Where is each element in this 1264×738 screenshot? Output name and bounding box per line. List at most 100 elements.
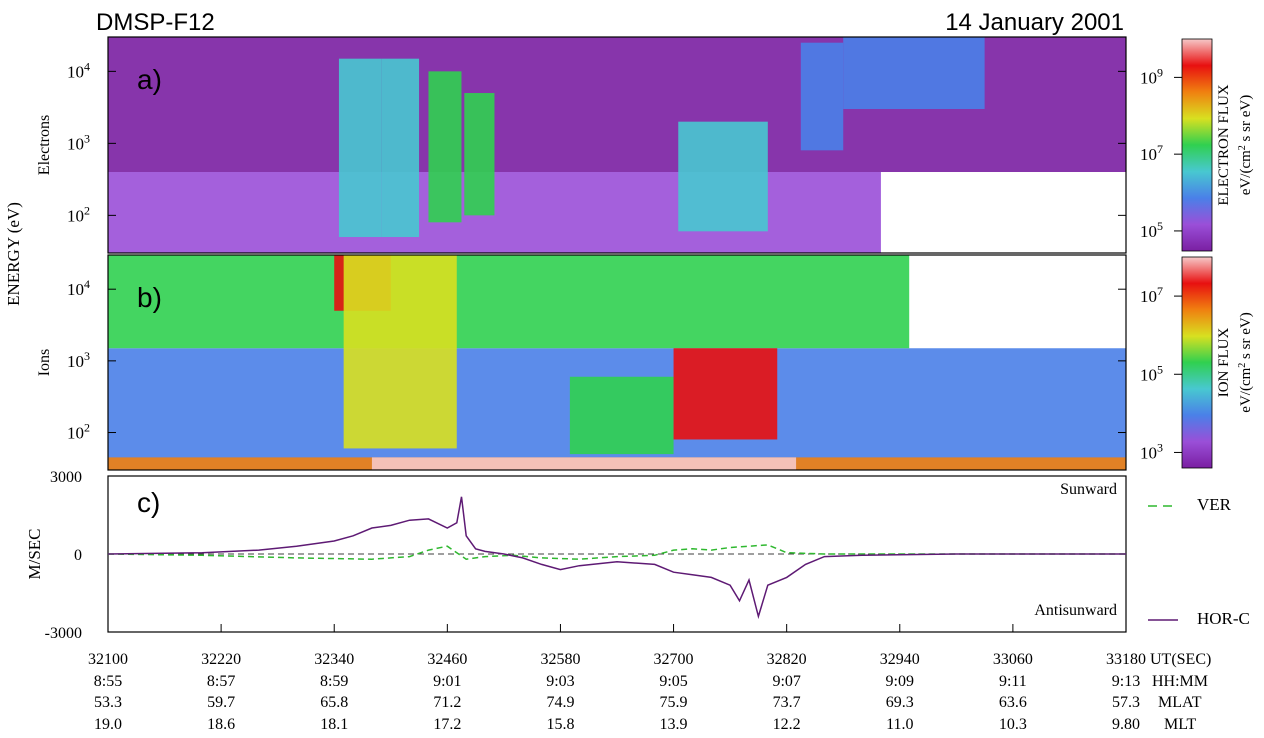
- x-tick-label-mlat: 59.7: [207, 694, 235, 711]
- x-tick-label-mlt: 15.8: [546, 716, 574, 733]
- x-tick-label-mlat: 71.2: [433, 694, 461, 711]
- y-tick-label: 104: [67, 277, 90, 299]
- x-tick-label-mlat: 69.3: [886, 694, 914, 711]
- axis-row-name: MLT: [1164, 716, 1197, 733]
- flux-region: [673, 348, 778, 440]
- x-tick-label-mlat: 73.7: [773, 694, 801, 711]
- flux-region: [381, 58, 420, 238]
- x-tick-label-hhmm: 9:13: [1112, 673, 1140, 690]
- x-tick-label-mlt: 12.2: [773, 716, 801, 733]
- colorbar-tick-label: 105: [1140, 219, 1163, 241]
- x-tick-label-mlat: 53.3: [94, 694, 122, 711]
- x-tick-label-mlt: 17.2: [433, 716, 461, 733]
- sunward-annotation: Sunward: [1060, 481, 1117, 498]
- x-tick-label-hhmm: 9:07: [772, 673, 800, 690]
- panel-ylabel: Electrons: [36, 115, 53, 175]
- x-tick-label-ut: 32460: [427, 651, 467, 668]
- drift-velocity-panel: 3000 0 -3000 M/SEC c): [25, 469, 1127, 642]
- x-tick-label-mlt: 10.3: [999, 716, 1027, 733]
- x-tick-label-mlat: 74.9: [546, 694, 574, 711]
- flux-region: [843, 37, 985, 109]
- x-tick-label-mlat: 65.8: [320, 694, 348, 711]
- x-tick-label-hhmm: 9:09: [886, 673, 914, 690]
- axis-row-name: MLAT: [1158, 694, 1202, 711]
- panel-label: a): [137, 64, 162, 95]
- panel-ylabel: Ions: [36, 349, 53, 377]
- colorbar: [1181, 38, 1213, 252]
- plot-frame: [107, 254, 1127, 471]
- colorbar-units: eV/(cm2 s sr eV): [1237, 95, 1254, 195]
- flux-region: [338, 58, 382, 238]
- x-tick-label-mlat: 57.3: [1112, 694, 1140, 711]
- x-tick-label-hhmm: 9:11: [999, 673, 1027, 690]
- flux-region: [464, 93, 495, 216]
- y-tick-label: 103: [67, 131, 90, 153]
- legend-hor-label: HOR-C: [1197, 609, 1250, 628]
- x-tick-label-hhmm: 9:05: [659, 673, 687, 690]
- panel-label: b): [137, 282, 162, 313]
- series-line-ver: [107, 544, 1126, 560]
- satellite-title: DMSP-F12: [96, 9, 215, 36]
- y-tick-label: 0: [74, 547, 82, 564]
- series-line-hor-c: [107, 496, 1126, 620]
- energy-axis-label: ENERGY (eV): [4, 202, 23, 306]
- x-tick-label-mlt: 18.6: [207, 716, 235, 733]
- x-tick-label-hhmm: 9:03: [546, 673, 574, 690]
- y-tick-label: -3000: [45, 625, 82, 642]
- y-tick-label: 102: [67, 203, 90, 225]
- x-tick-label-mlat: 75.9: [660, 694, 688, 711]
- flux-region: [569, 376, 674, 455]
- axis-row-name: HH:MM: [1152, 673, 1208, 690]
- plot-frame: [107, 36, 1127, 254]
- x-tick-label-ut: 32700: [654, 651, 694, 668]
- y-tick-label: 104: [67, 59, 90, 81]
- x-tick-label-hhmm: 8:55: [94, 673, 122, 690]
- flux-regions: [108, 37, 1126, 253]
- flux-region: [678, 121, 768, 232]
- legend: VER HOR-C: [1148, 495, 1250, 628]
- electron-spectrogram-panel: 102 103 104 Electrons a) 105 107 109 ELECTRON FL…: [36, 36, 1254, 254]
- x-tick-label-hhmm: 8:59: [320, 673, 348, 690]
- x-tick-label-mlt: 11.0: [886, 716, 913, 733]
- flux-regions: [108, 255, 1126, 470]
- x-tick-label-ut: 32820: [767, 651, 807, 668]
- flux-region: [428, 71, 462, 223]
- panel-ylabel: M/SEC: [25, 528, 44, 579]
- x-tick-label-ut: 32940: [880, 651, 920, 668]
- x-tick-label-ut: 32580: [540, 651, 580, 668]
- x-tick-label-mlt: 18.1: [320, 716, 348, 733]
- legend-ver-label: VER: [1197, 495, 1232, 514]
- flux-region: [343, 255, 457, 449]
- panel-label: c): [137, 487, 160, 518]
- colorbar: [1181, 256, 1213, 469]
- axis-row-name: UT(SEC): [1150, 651, 1211, 668]
- colorbar-tick-label: 109: [1140, 65, 1163, 87]
- x-tick-label-ut: 32100: [88, 651, 128, 668]
- colorbar-tick-label: 107: [1140, 142, 1163, 164]
- x-tick-label-ut: 32340: [314, 651, 354, 668]
- x-tick-label-ut: 32220: [201, 651, 241, 668]
- colorbar-tick-label: 103: [1140, 440, 1163, 462]
- colorbar-tick-label: 107: [1140, 284, 1163, 306]
- colorbar-tick-label: 105: [1140, 362, 1163, 384]
- antisunward-annotation: Antisunward: [1034, 602, 1117, 619]
- time-axis: 32100 8:55 53.3 19.0 32220 8:57 59.7 18.6 32340 8…: [88, 624, 1211, 733]
- ion-spectrogram-panel: 102 103 104 Ions b) 103 105 107 ION FLUX eV/(cm2 …: [36, 254, 1254, 471]
- x-tick-label-mlt: 19.0: [94, 716, 122, 733]
- x-tick-label-ut: 33180: [1106, 651, 1146, 668]
- colorbar-title: ELECTRON FLUX: [1216, 84, 1232, 205]
- flux-region: [371, 457, 797, 470]
- x-tick-label-hhmm: 8:57: [207, 673, 235, 690]
- y-tick-label: 103: [67, 349, 90, 371]
- date-title: 14 January 2001: [945, 9, 1124, 36]
- y-tick-label: 102: [67, 421, 90, 443]
- x-tick-label-mlt: 13.9: [660, 716, 688, 733]
- colorbar-units: eV/(cm2 s sr eV): [1237, 312, 1254, 412]
- x-tick-label-mlt: 9.80: [1112, 716, 1140, 733]
- flux-region: [108, 255, 910, 349]
- x-tick-label-ut: 33060: [993, 651, 1033, 668]
- colorbar-title: ION FLUX: [1216, 328, 1232, 398]
- flux-region: [800, 42, 844, 151]
- x-tick-label-hhmm: 9:01: [433, 673, 461, 690]
